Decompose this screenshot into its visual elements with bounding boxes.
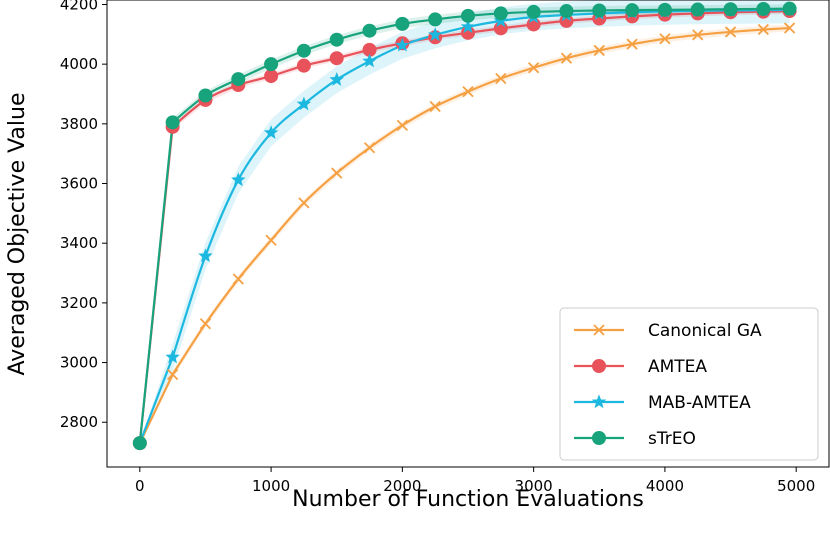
y-tick-label: 2800 <box>60 413 98 431</box>
x-tick-label: 5000 <box>777 477 815 495</box>
streo-point <box>461 8 475 23</box>
legend-swatch-marker <box>592 359 606 373</box>
streo-point <box>428 12 443 27</box>
mab-amtea-point <box>329 72 344 86</box>
canonical-ga-point <box>527 62 540 74</box>
streo-point <box>625 3 640 18</box>
y-axis-title: Averaged Objective Value <box>5 92 30 375</box>
mab-amtea-point <box>231 172 246 187</box>
x-axis-ticks: 0 1000 2000 3000 4000 5000 <box>135 467 815 495</box>
legend-item-amtea: AMTEA <box>574 357 707 377</box>
legend-swatch-marker <box>592 431 606 445</box>
y-axis-ticks: 2800 3000 3200 3400 3600 3800 4000 4200 <box>60 0 107 431</box>
y-tick-label: 3200 <box>60 294 98 312</box>
x-tick-label: 3000 <box>515 477 553 495</box>
y-tick-label: 4000 <box>60 55 98 73</box>
canonical-ga-point <box>199 318 212 330</box>
mab-amtea-point <box>362 53 377 68</box>
mab-amtea-point <box>165 349 180 364</box>
amtea-point <box>264 69 279 84</box>
legend-entries: Canonical GA AMTEA MAB-AMTEA sTrEO <box>574 321 762 449</box>
streo-point <box>756 1 771 16</box>
mab-amtea-point <box>460 19 476 34</box>
streo-point <box>690 2 705 17</box>
canonical-ga-point <box>265 234 277 246</box>
streo-point <box>198 88 213 103</box>
mab-amtea-band <box>139 0 790 444</box>
legend-label: Canonical GA <box>648 321 762 341</box>
y-tick-label: 3600 <box>60 175 98 193</box>
mab-amtea-point <box>395 37 410 52</box>
legend: Canonical GA AMTEA MAB-AMTEA sTrEO <box>559 307 819 461</box>
mab-amtea-point <box>198 248 213 263</box>
streo-point <box>296 43 311 58</box>
mab-amtea-point <box>427 27 443 42</box>
legend-label: MAB-AMTEA <box>648 393 751 413</box>
canonical-ga-point <box>396 119 409 131</box>
canonical-ga-point <box>692 29 704 41</box>
streo-point <box>592 3 607 18</box>
streo-point <box>559 4 574 19</box>
legend-label: sTrEO <box>648 429 696 449</box>
canonical-ga-point <box>363 142 376 154</box>
streo-point <box>395 16 410 31</box>
legend-item-streo: sTrEO <box>574 429 696 449</box>
confidence-bands <box>139 0 790 444</box>
streo-point <box>329 32 344 47</box>
streo-point <box>132 436 147 451</box>
plot-frame <box>106 0 830 468</box>
canonical-ga-point <box>331 167 343 179</box>
streo-point <box>782 1 797 16</box>
y-tick-label: 3400 <box>60 234 98 252</box>
canonical-ga-point <box>560 52 573 64</box>
canonical-ga-point <box>462 85 474 98</box>
amtea-point <box>296 58 311 73</box>
canonical-ga-point <box>626 38 638 50</box>
canonical-ga-point <box>783 22 796 34</box>
streo-point <box>657 2 672 17</box>
x-tick-label: 1000 <box>252 477 290 495</box>
legend-swatch-marker <box>593 324 605 336</box>
x-tick-label: 4000 <box>646 477 684 495</box>
y-tick-label: 3000 <box>60 354 98 372</box>
canonical-ga-point <box>429 100 441 113</box>
canonical-ga-point <box>298 197 310 209</box>
streo-point <box>526 4 541 19</box>
x-axis-title: Number of Function Evaluations <box>292 487 644 512</box>
canonical-ga-point <box>232 273 244 285</box>
mab-amtea-point <box>296 96 312 111</box>
streo-point <box>264 57 279 72</box>
legend-item-canonical-ga: Canonical GA <box>574 321 762 341</box>
legend-label: AMTEA <box>648 357 707 377</box>
streo-point <box>723 2 738 17</box>
canonical-ga-point <box>593 44 605 57</box>
legend-item-mab-amtea: MAB-AMTEA <box>574 393 751 413</box>
streo-point <box>165 115 180 130</box>
mab-amtea-point <box>263 125 279 139</box>
legend-box <box>559 307 819 461</box>
series-markers <box>132 1 797 451</box>
canonical-ga-point <box>724 26 737 38</box>
canonical-ga-point <box>495 72 507 85</box>
streo-point <box>231 72 246 87</box>
streo-point <box>362 23 377 38</box>
streo-point <box>493 6 508 21</box>
legend-swatch-marker <box>591 394 607 409</box>
canonical-ga-point <box>166 368 179 381</box>
amtea-point <box>329 51 344 66</box>
x-tick-label: 2000 <box>383 477 421 495</box>
x-tick-label: 0 <box>135 477 145 495</box>
y-tick-label: 3800 <box>60 115 98 133</box>
canonical-ga-point <box>659 33 671 45</box>
canonical-ga-point <box>757 23 770 36</box>
y-tick-label: 4200 <box>60 0 98 13</box>
